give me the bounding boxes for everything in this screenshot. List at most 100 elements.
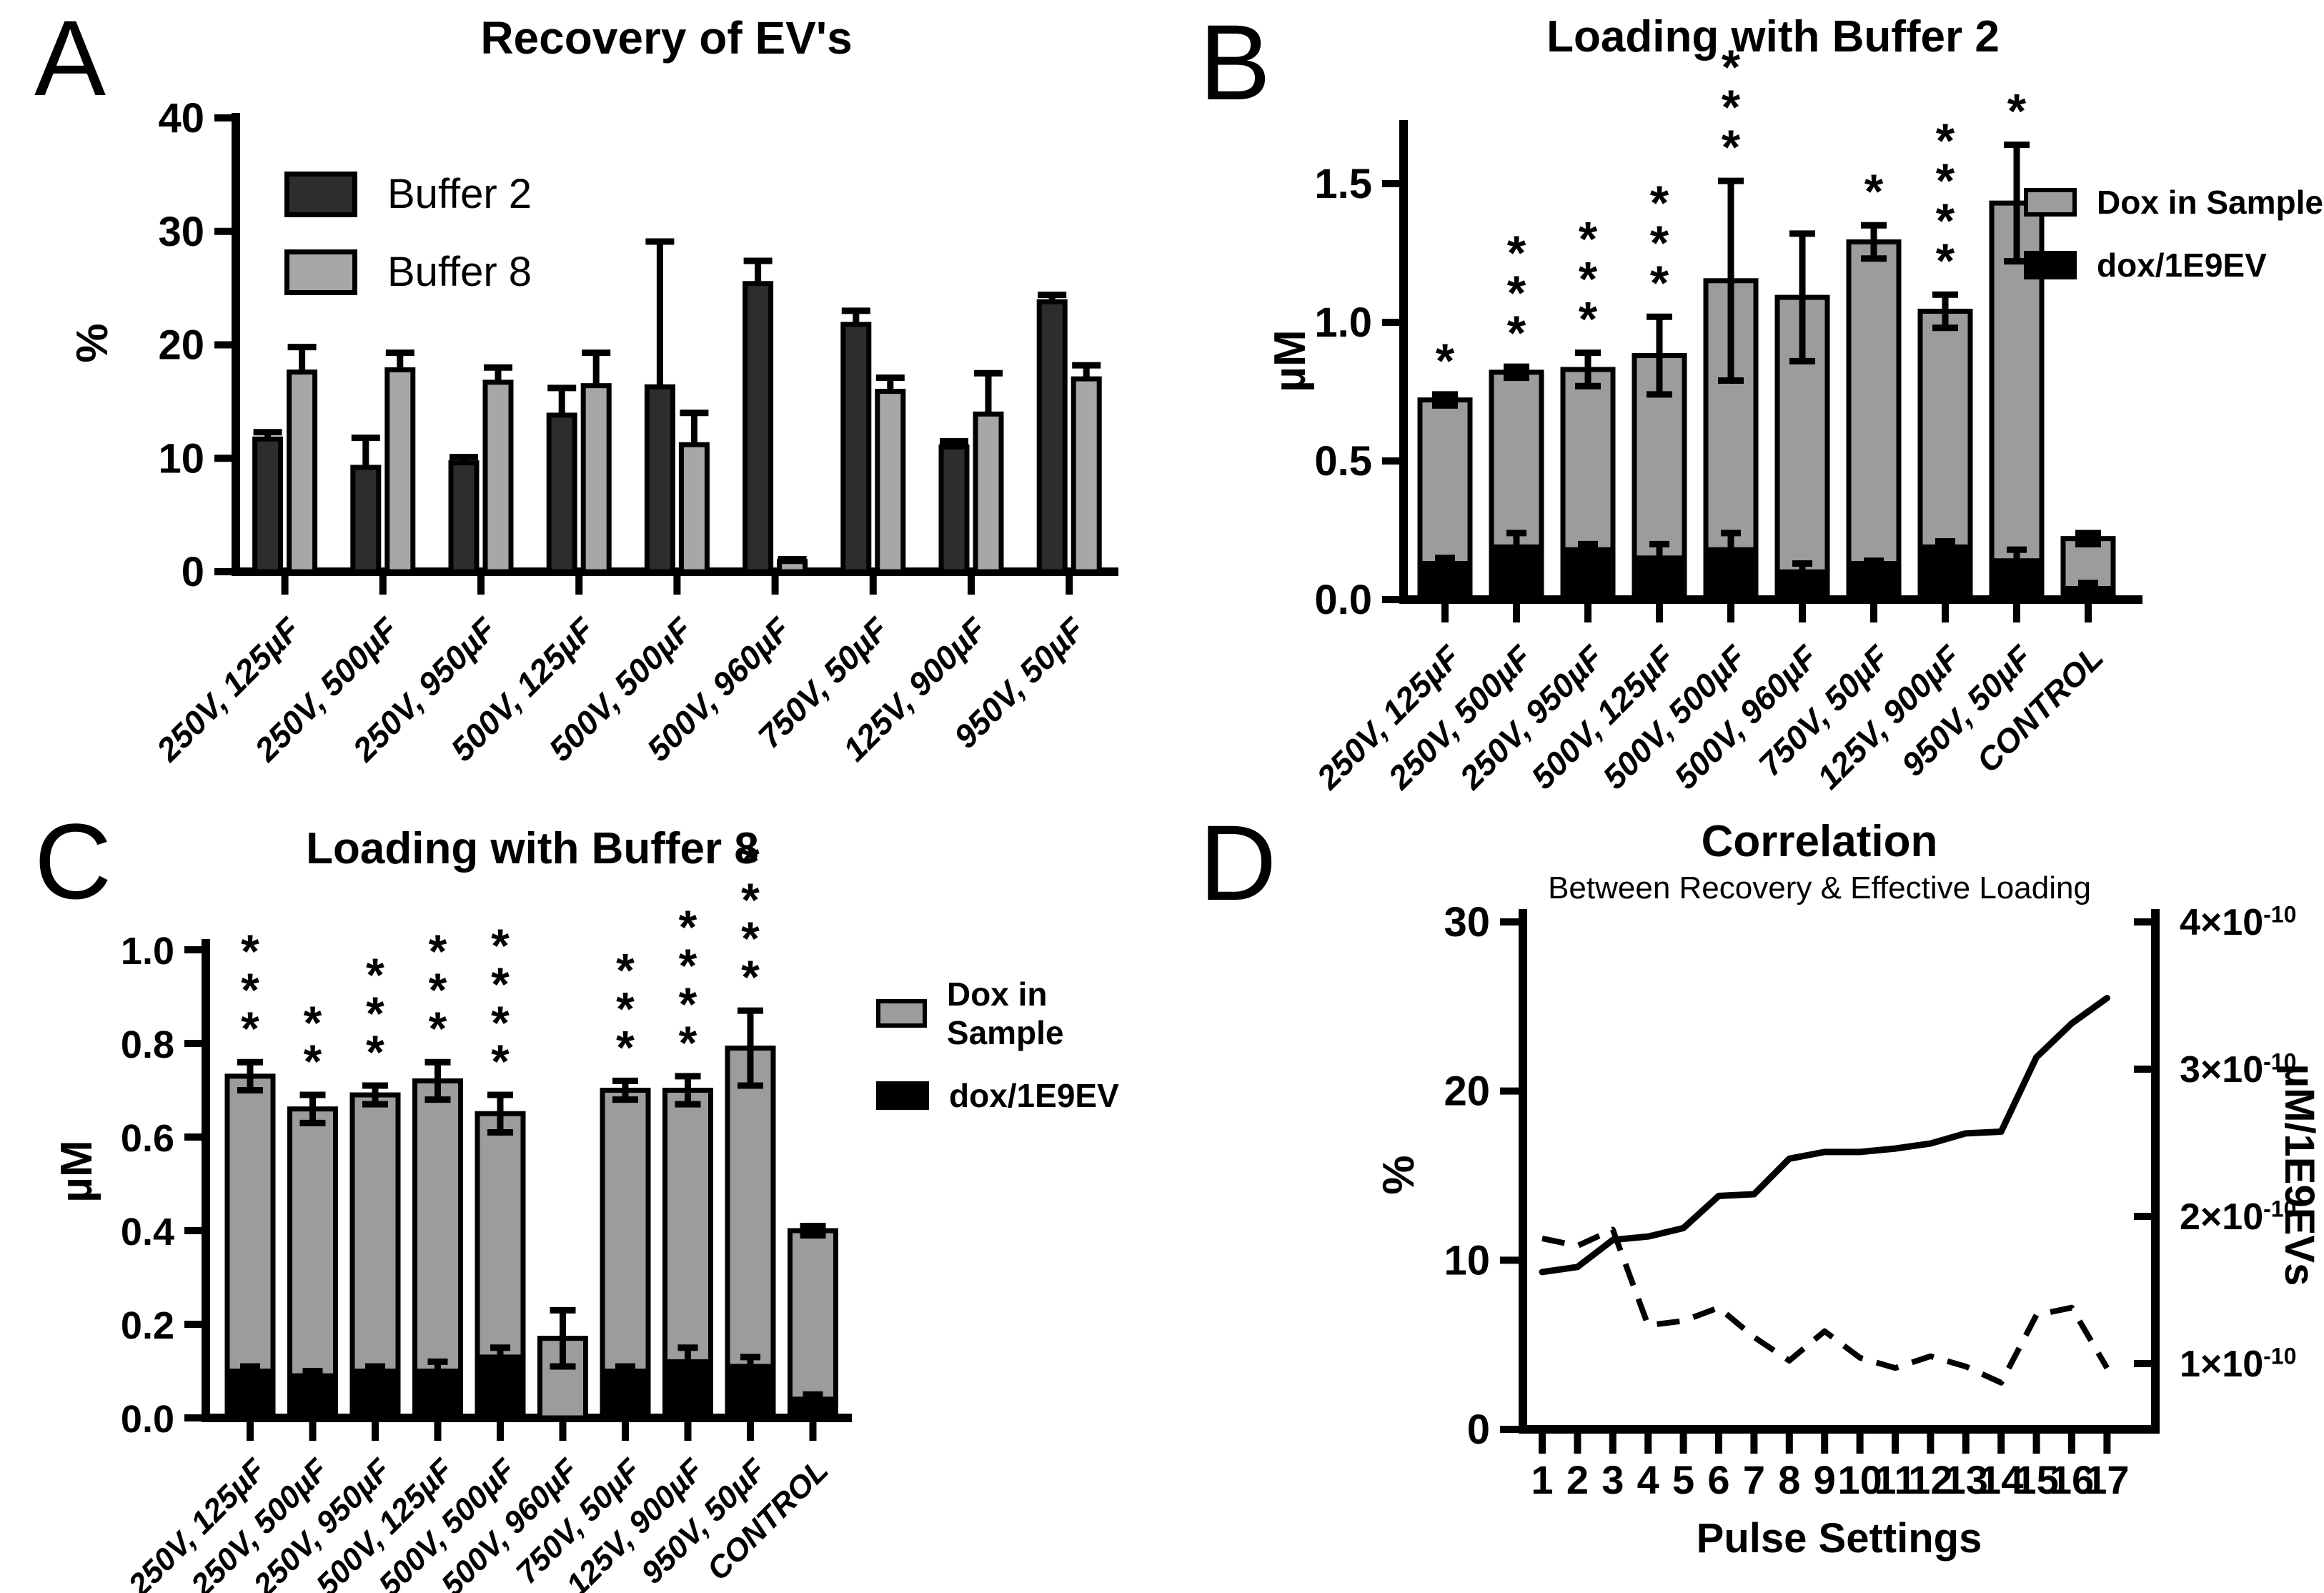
significance-star: * [616,982,635,1035]
y-axis-label-left: % [1374,1155,1424,1194]
panel-b-letter: B [1199,2,1271,122]
x-tick-label: 11 [1874,1457,1916,1502]
legend-item-dox-sample: Dox in Sample [2024,183,2323,222]
significance-star: * [429,925,447,978]
x-tick-label: 14 [1979,1457,2023,1502]
y-axis-label: µM [1266,329,1315,392]
significance-star: * [1507,226,1526,280]
significance-star: * [741,912,760,965]
x-tick-label: 15 [2014,1457,2058,1502]
y-tick-label: 10 [158,435,204,482]
significance-star: * [491,919,510,972]
y-tick-label: 1.5 [1314,161,1372,207]
bar-buffer8 [580,383,612,575]
y-tick-label: 1.0 [1314,299,1372,346]
significance-star: * [429,963,447,1016]
significance-star: * [741,873,760,926]
bar-buffer2 [546,412,577,575]
x-tick-label: 9 [1814,1457,1836,1502]
bar-buffer8 [1071,376,1102,575]
significance-star: * [1507,266,1526,320]
recovery-solid-line [1539,994,2110,1276]
bar-buffer2 [840,322,872,575]
significance-star: * [241,925,259,978]
x-tick-label: 4 [1637,1457,1659,1502]
bar-buffer8 [973,411,1004,575]
y-axis-label: % [68,323,117,362]
bar-dox-in-sample [788,1228,838,1421]
legend-label-dox-ev: dox/1E9EV [2097,247,2267,284]
significance-star: * [741,835,760,888]
significance-star: * [1579,292,1598,347]
legend-item-buffer8: Buffer 8 [284,248,532,296]
x-tick-label: 16 [2050,1457,2094,1502]
panel-d-subtitle: Between Recovery & Effective Loading [1548,870,2091,905]
significance-star: * [679,1016,697,1069]
panel-c-letter: C [34,801,112,921]
bar-buffer8 [678,442,710,575]
bar-buffer8 [287,369,318,575]
bar-dox-in-sample [224,1073,276,1421]
buffer8-swatch-icon [284,249,357,295]
y-tick-label-left: 10 [1444,1237,1490,1284]
significance-star: * [491,996,510,1049]
y-tick-label-left: 0 [1467,1406,1490,1453]
y-tick-label: 40 [158,95,204,142]
significance-star: * [1722,80,1741,134]
panel-d-title: Correlation [1701,817,1938,866]
y-axis-label-right: µM/1E9EVs [2276,1064,2323,1286]
significance-star: * [679,900,697,953]
x-tick-label: 6 [1707,1457,1729,1502]
significance-star: * [1436,334,1455,388]
panel-b-title: Loading with Buffer 2 [1546,12,2000,61]
y-tick-label-right: 1×10-10 [2180,1343,2296,1385]
bar-buffer2 [1036,299,1068,575]
x-axis-label: Pulse Settings [1697,1515,1982,1562]
significance-star: * [1579,212,1598,267]
significance-star: * [1579,252,1598,307]
significance-star: * [304,1035,322,1088]
legend-label-dox-sample: Dox in Sample [946,976,1064,1051]
panel-a-letter: A [34,0,106,118]
significance-star: * [1936,114,1955,168]
dox-per-ev-swatch-icon [2024,251,2077,279]
dox-per-ev-swatch-icon [876,1081,929,1110]
y-tick-label-right: 3×10-10 [2180,1048,2296,1091]
significance-star: * [241,963,259,1016]
bar-buffer2 [448,460,480,575]
y-tick-label-left: 20 [1444,1068,1490,1115]
y-tick-label: 0.0 [121,1398,174,1441]
significance-star: * [1650,256,1669,310]
legend-item-dox-sample: Dox in Sample [876,975,1162,1052]
y-tick-label: 0.2 [121,1304,174,1347]
panel-d: D Correlation Between Recovery & Effecti… [1162,796,2324,1593]
bar-buffer8 [384,367,416,575]
x-tick-label: 2 [1566,1457,1589,1502]
y-tick-label: 0.5 [1314,438,1372,485]
bar-dox-in-sample [287,1106,338,1421]
panel-b: B Loading with Buffer 2 0.0 0.5 1.0 1.5 µM 25… [1162,0,2324,797]
panel-a-title: Recovery of EV's [480,12,853,64]
legend-label-buffer2: Buffer 2 [387,171,532,217]
bar-buffer2 [644,384,675,575]
y-tick-label-right: 2×10-10 [2180,1196,2296,1238]
y-tick-label: 0 [182,549,204,595]
significance-star: * [1650,216,1669,270]
panel-c: C Loading with Buffer 8 0.0 0.2 0.4 0.6 0.8 1… [0,796,1162,1593]
bar-dox-in-sample [1846,239,1902,602]
significance-star: * [1507,306,1526,360]
legend-item-dox-ev: dox/1E9EV [876,1076,1162,1115]
y-tick-label-right: 4×10-10 [2180,901,2296,943]
dox-in-sample-swatch-icon [876,999,927,1028]
significance-star: * [1936,154,1955,208]
significance-star: * [2007,84,2027,139]
significance-star: * [616,1021,635,1073]
legend-label-dox-sample: Dox in Sample [2097,184,2323,221]
bar-buffer2 [938,444,970,575]
y-tick-label: 0.4 [121,1211,174,1254]
significance-star: * [491,1035,510,1088]
legend-item-dox-ev: dox/1E9EV [2024,246,2323,284]
